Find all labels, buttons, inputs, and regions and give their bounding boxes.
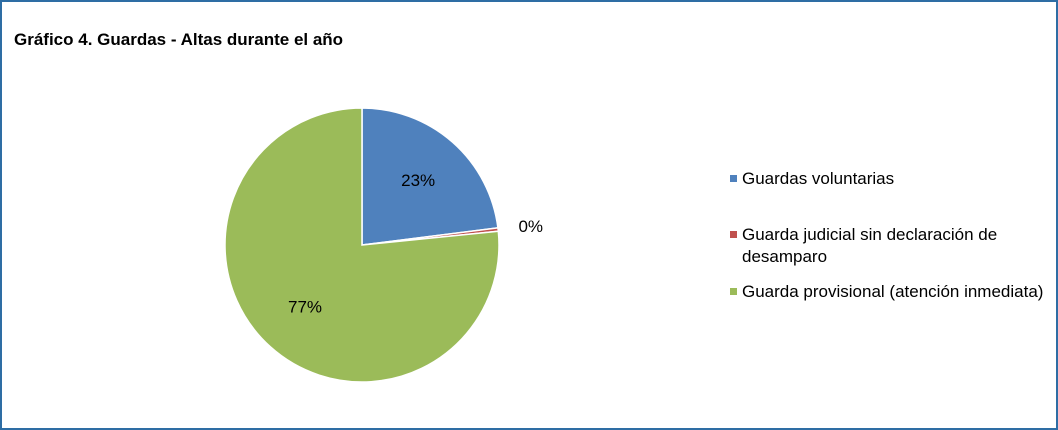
legend: Guardas voluntarias Guarda judicial sin d… bbox=[730, 168, 1058, 316]
legend-label: Guarda judicial sin declaración de desam… bbox=[742, 225, 998, 266]
legend-swatch bbox=[730, 175, 737, 182]
chart-title: Gráfico 4. Guardas - Altas durante el añ… bbox=[14, 30, 344, 49]
legend-item: Guardas voluntarias bbox=[730, 168, 1052, 190]
data-label: 77% bbox=[288, 297, 322, 316]
pie-slice bbox=[361, 107, 499, 246]
legend-item: Guarda provisional (atención inmediata) bbox=[730, 281, 1052, 303]
pie-slice bbox=[224, 107, 500, 383]
data-label: 0% bbox=[518, 217, 543, 236]
legend-swatch bbox=[730, 231, 737, 238]
legend-swatch bbox=[730, 288, 737, 295]
legend-label: Guarda provisional (atención inmediata) bbox=[742, 282, 1044, 301]
legend-label: Guardas voluntarias bbox=[742, 169, 895, 188]
legend-item: Guarda judicial sin declaración de desam… bbox=[730, 224, 1052, 268]
data-label: 23% bbox=[401, 171, 435, 190]
